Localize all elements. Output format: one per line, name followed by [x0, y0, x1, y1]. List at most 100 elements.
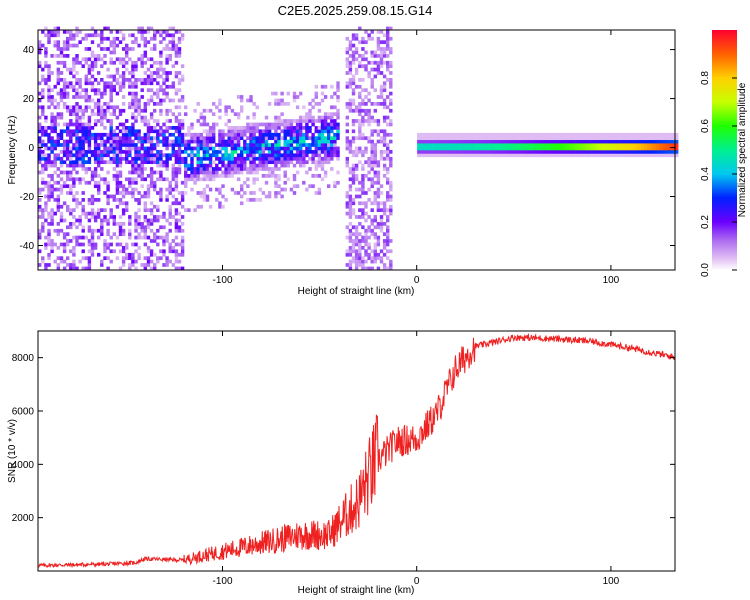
spectrogram-cell	[137, 57, 141, 62]
spectrogram-cell	[323, 129, 328, 134]
spectrogram-cell	[87, 150, 92, 154]
spectrogram-cell	[547, 139, 552, 144]
spectrogram-cell	[109, 129, 113, 134]
spectrogram-cell	[485, 153, 489, 158]
spectrogram-cell	[156, 132, 160, 137]
spectrogram-cell	[184, 170, 188, 175]
spectrogram-cell	[650, 132, 654, 137]
spectrogram-cell	[177, 153, 182, 158]
spectrogram-cell	[87, 64, 92, 69]
spectrogram-cell	[675, 150, 679, 154]
spectrogram-cell	[473, 136, 477, 141]
spectrogram-cell	[143, 232, 148, 237]
spectrogram-cell	[47, 136, 51, 141]
spectrogram-cell	[233, 139, 238, 144]
spectrogram-cell	[364, 191, 368, 195]
spectrogram-cell	[137, 201, 141, 206]
spectrogram-cell	[227, 160, 231, 165]
spectrogram-cell	[650, 143, 654, 147]
spectrogram-cell	[174, 187, 179, 192]
spectrogram-cell	[227, 156, 231, 161]
spectrogram-cell	[140, 263, 144, 267]
spectrogram-cell	[348, 40, 353, 45]
spectrogram-cell	[249, 98, 253, 103]
spectrogram-cell	[125, 252, 129, 257]
spectrogram-cell	[252, 170, 256, 175]
spectrogram-cell	[643, 153, 648, 158]
spectrogram-cell	[137, 225, 141, 230]
spectrogram-cell	[603, 132, 607, 137]
spectrogram-cell	[115, 198, 120, 202]
spectrogram-cell	[159, 112, 163, 117]
spectrogram-cell	[47, 156, 51, 161]
spectrogram-cell	[373, 143, 378, 147]
spectrogram-cell	[81, 36, 85, 41]
spectrogram-cell	[320, 122, 325, 127]
spectrogram-cell	[115, 222, 120, 226]
spectrogram-cell	[112, 88, 117, 93]
spectrogram-cell	[274, 122, 278, 127]
spectrogram-cell	[78, 122, 82, 127]
spectrogram-cell	[66, 47, 70, 51]
spectrogram-cell	[274, 132, 278, 137]
spectrogram-cell	[553, 153, 558, 158]
spectrogram-cell	[457, 139, 461, 144]
spectrogram-cell	[168, 40, 172, 45]
spectrogram-cell	[93, 60, 98, 65]
spectrogram-cell	[109, 194, 113, 199]
spectrogram-cell	[249, 122, 253, 127]
spectrogram-cell	[488, 136, 493, 141]
spectrogram-cell	[351, 57, 356, 62]
spectrogram-cell	[75, 95, 79, 99]
spectrogram-cell	[115, 132, 120, 137]
spectrogram-cell	[317, 174, 322, 178]
spectrogram-cell	[581, 146, 586, 151]
spectrogram-cell	[370, 115, 374, 120]
spectrogram-cell	[131, 84, 135, 89]
spectrogram-cell	[146, 160, 151, 165]
spectrogram-cell	[97, 136, 101, 141]
spectrogram-cell	[75, 108, 79, 113]
spectrogram-cell	[327, 150, 331, 154]
spectrogram-cell	[109, 211, 113, 216]
spectrogram-cell	[497, 153, 502, 158]
spectrogram-cell	[289, 126, 294, 130]
spectrogram-cell	[606, 139, 611, 144]
spectrogram-cell	[137, 156, 141, 161]
spectrogram-cell	[90, 232, 95, 237]
spectrogram-cell	[53, 211, 57, 216]
spectrogram-cell	[302, 180, 306, 185]
spectrogram-cell	[230, 129, 235, 134]
spectrogram-cell	[386, 153, 390, 158]
spectrogram-cell	[165, 156, 169, 161]
spectrogram-cell	[90, 26, 95, 31]
spectrogram-cell	[317, 102, 322, 106]
spectrogram-cell	[665, 139, 670, 144]
spectrogram-cell	[510, 150, 514, 154]
spectrogram-cell	[156, 242, 160, 247]
spectrogram-cell	[87, 201, 92, 206]
spectrogram-cell	[529, 146, 533, 151]
spectrogram-cell	[230, 160, 235, 165]
spectrogram-cell	[351, 102, 356, 106]
spectrogram-cell	[109, 215, 113, 219]
spectrogram-cell	[271, 156, 275, 161]
spectrogram-cell	[174, 115, 179, 120]
spectrogram-cell	[66, 174, 70, 178]
spectrogram-cell	[354, 136, 359, 141]
spectrogram-cell	[38, 263, 42, 267]
spectrogram-cell	[103, 146, 107, 151]
spectrogram-cell	[149, 160, 154, 165]
spectrogram-cell	[56, 102, 61, 106]
spectrogram-cell	[143, 139, 148, 144]
spectrogram-cell	[457, 136, 461, 141]
spectrogram-cell	[187, 146, 191, 151]
spectrogram-cell	[69, 222, 73, 226]
spectrogram-cell	[100, 57, 104, 62]
spectrogram-cell	[364, 266, 368, 271]
spectrogram-cell	[165, 74, 169, 79]
spectrogram-cell	[367, 225, 371, 230]
spectrogram-cell	[199, 122, 204, 127]
spectrogram-cell	[370, 259, 374, 264]
spectrogram-cell	[78, 222, 82, 226]
